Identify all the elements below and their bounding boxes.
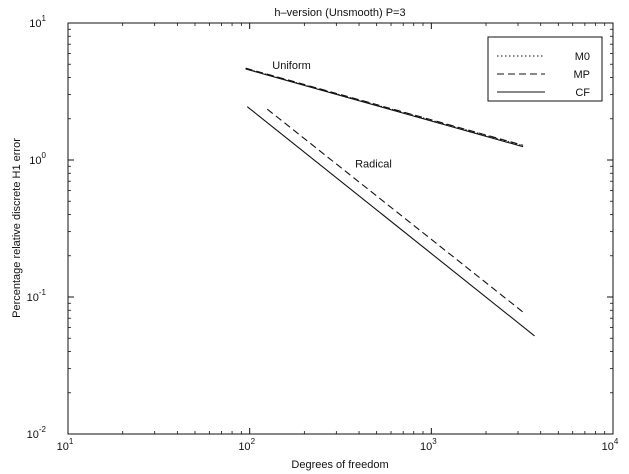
annotations: Uniform Radical [272,60,391,170]
y-tick-label: 101 [29,14,46,30]
radical-mp-line [266,108,526,315]
y-tick-label: 10-1 [27,288,47,304]
y-tick-base: 10 [27,429,39,441]
x-tick-base: 10 [602,441,614,453]
x-tick-label: 101 [57,437,74,453]
y-tick-base: 10 [29,18,41,30]
y-tick-base: 10 [27,292,39,304]
plot-frame [67,22,614,435]
uniform-mp-line [245,67,524,146]
legend-label-m0: M0 [575,51,590,63]
x-tick-exponent: 1 [69,437,74,446]
x-tick-exponent: 2 [251,437,256,446]
x-tick-base: 10 [420,441,432,453]
y-axis-label: Percentage relative discrete H1 error [11,138,23,318]
x-tick-label: 104 [602,437,619,453]
x-tick-label: 103 [420,437,437,453]
legend: M0 MP CF [487,36,603,102]
legend-label-mp: MP [574,69,591,81]
legend-box [487,36,603,102]
y-tick-exponent: 0 [42,151,47,160]
x-axis-label: Degrees of freedom [291,459,388,471]
annotation-uniform: Uniform [272,60,311,72]
legend-label-cf: CF [575,87,590,99]
y-tick-exponent: -1 [39,288,47,297]
x-tick-label: 102 [238,437,255,453]
y-tick-exponent: 1 [42,14,47,23]
chart-title: h–version (Unsmooth) P=3 [274,7,405,19]
y-tick-label: 100 [29,151,46,167]
series-lines [245,67,535,337]
y-tick-label: 10-2 [27,425,47,441]
x-tick-exponent: 4 [614,437,619,446]
y-tick-base: 10 [29,155,41,167]
x-tick-exponent: 3 [432,437,437,446]
y-tick-exponent: -2 [39,425,47,434]
annotation-radical: Radical [355,159,392,171]
uniform-cf-line [245,68,524,148]
radical-cf-line [246,106,535,337]
x-tick-base: 10 [57,441,69,453]
x-tick-base: 10 [238,441,250,453]
